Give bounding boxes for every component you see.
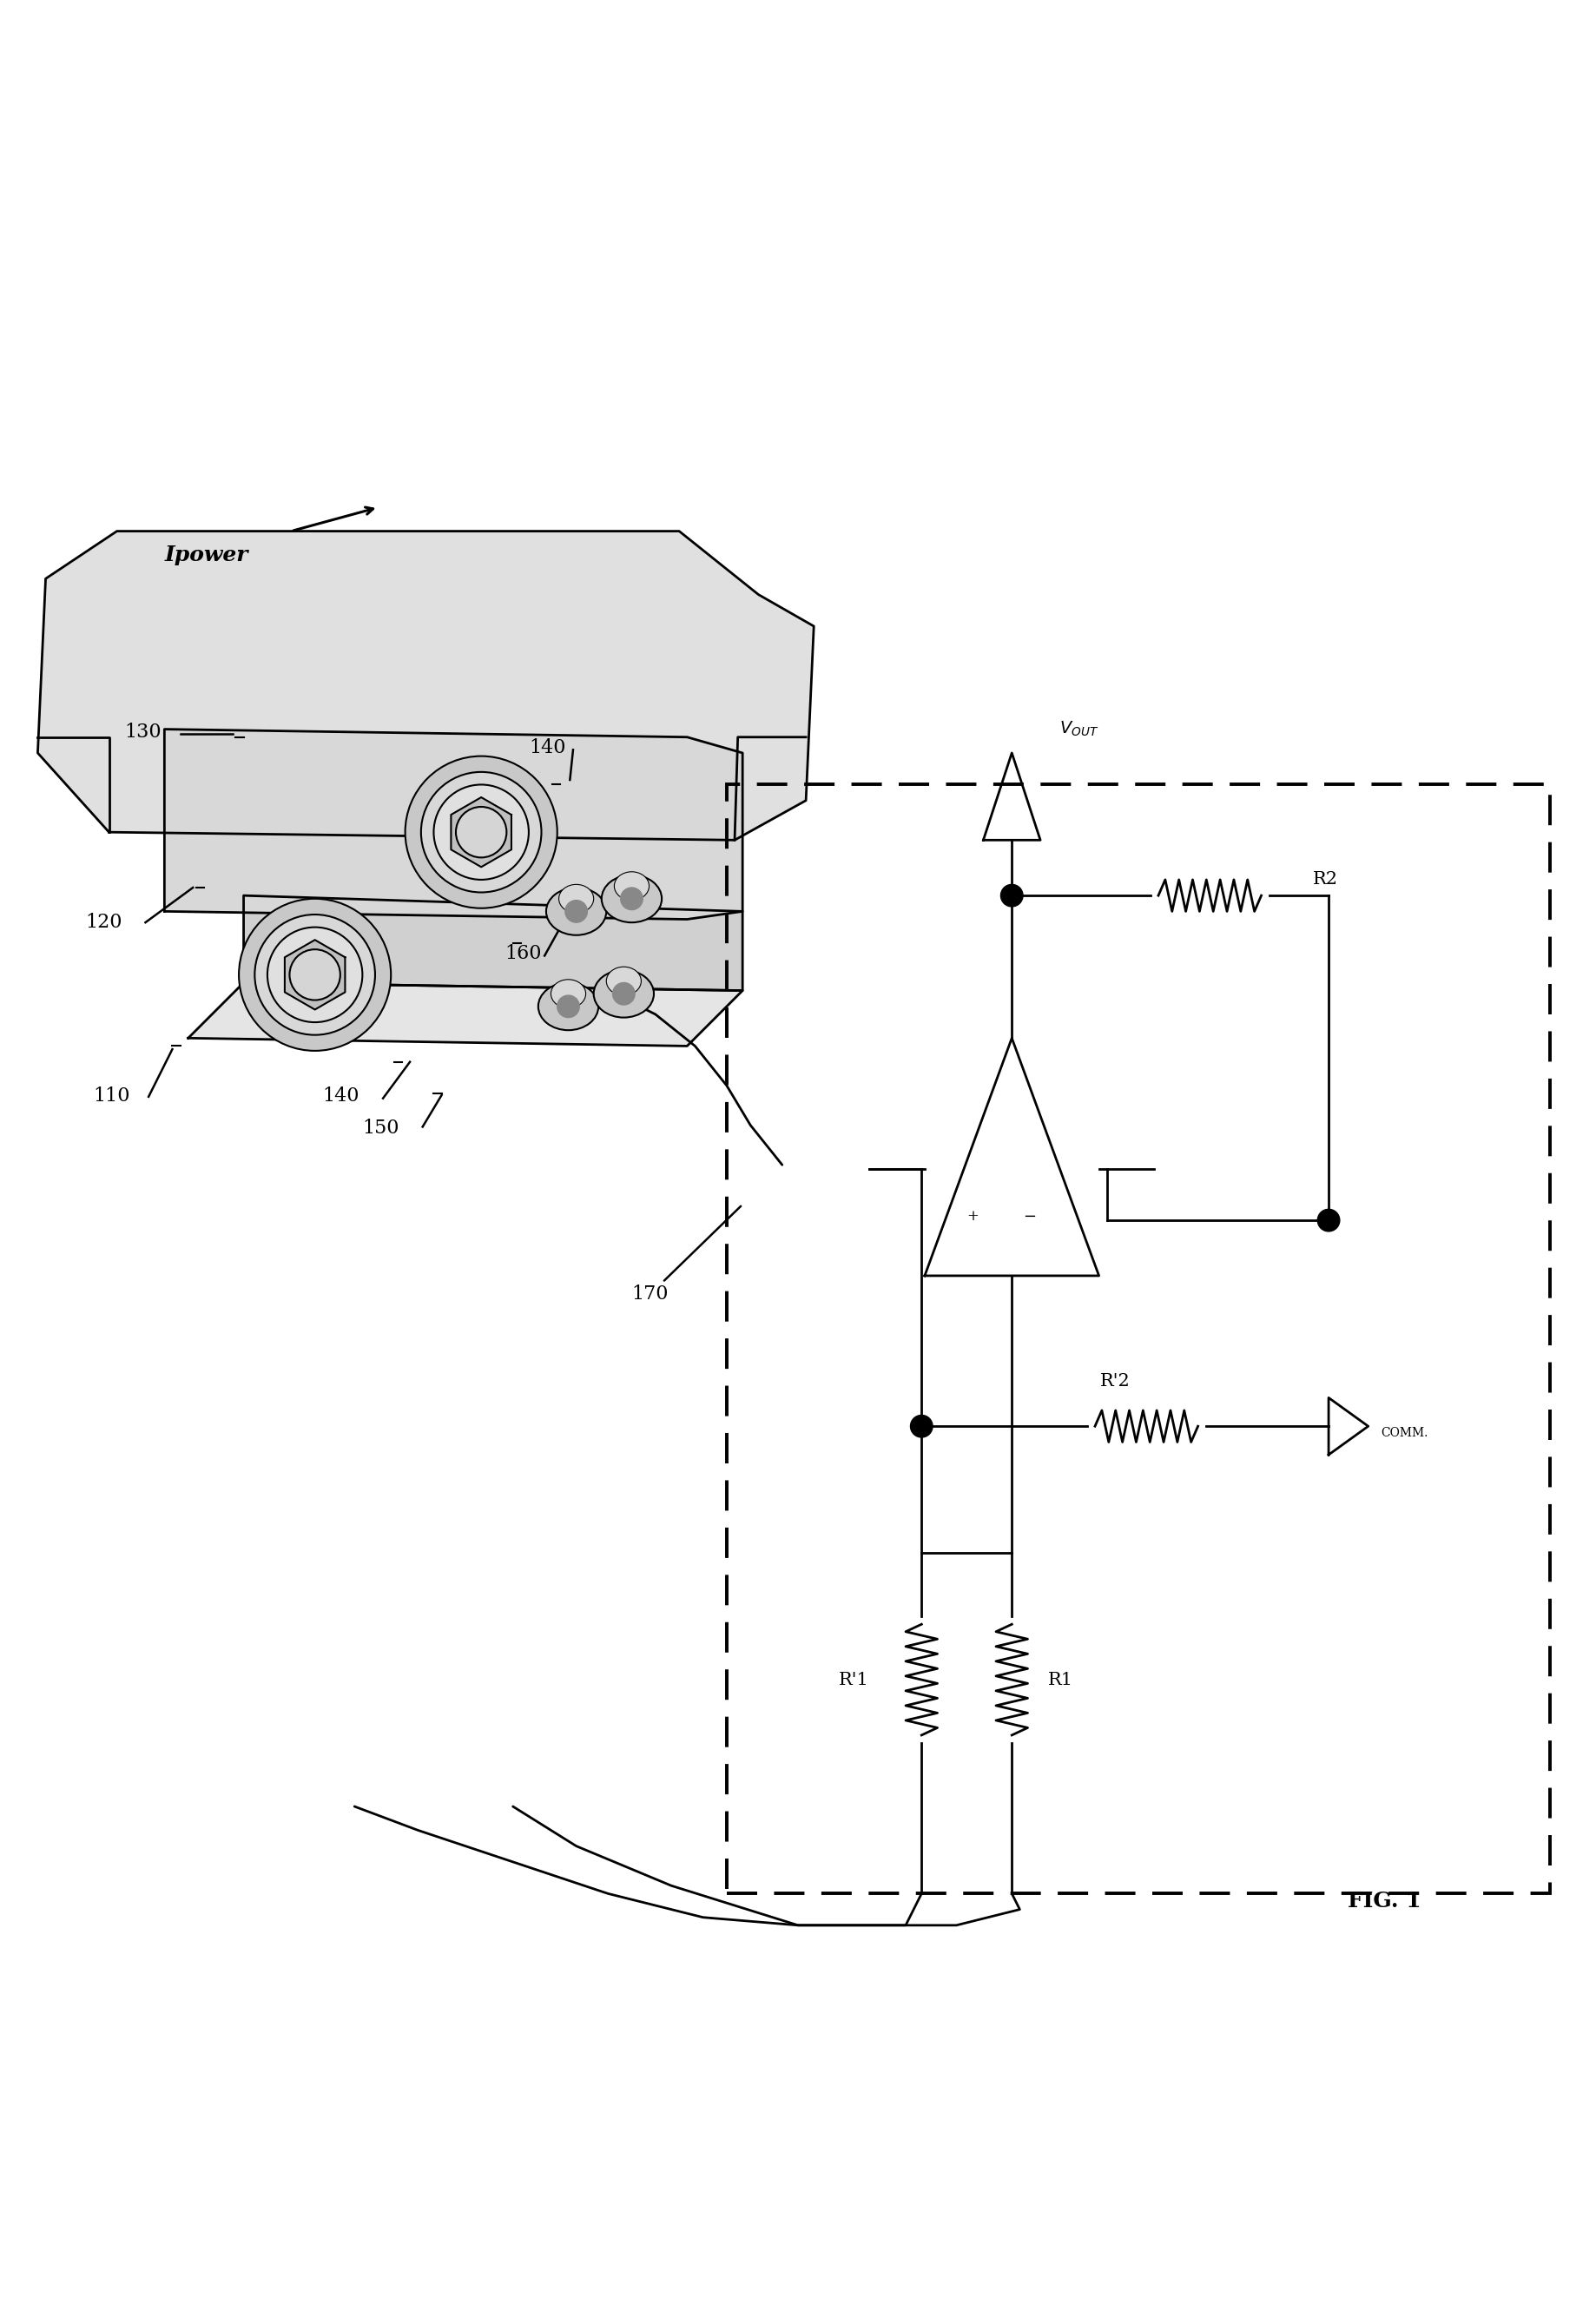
Ellipse shape [614, 871, 650, 901]
Polygon shape [284, 940, 345, 1009]
Polygon shape [164, 728, 742, 919]
Circle shape [1318, 1209, 1339, 1232]
Circle shape [239, 899, 391, 1050]
Circle shape [910, 1416, 932, 1436]
Circle shape [613, 984, 635, 1004]
Circle shape [405, 756, 557, 908]
Text: 140: 140 [528, 738, 565, 758]
Circle shape [289, 949, 340, 1000]
Text: R1: R1 [1049, 1671, 1074, 1689]
Text: R2: R2 [1314, 871, 1337, 887]
Text: COMM.: COMM. [1381, 1427, 1428, 1439]
Circle shape [565, 901, 587, 921]
Text: $V_{OUT}$: $V_{OUT}$ [1060, 719, 1098, 738]
Circle shape [255, 915, 375, 1034]
Text: 140: 140 [322, 1087, 359, 1105]
Circle shape [456, 807, 506, 857]
Text: 170: 170 [632, 1206, 741, 1303]
Text: 160: 160 [504, 944, 543, 963]
Circle shape [1001, 885, 1023, 908]
Polygon shape [244, 896, 742, 990]
Ellipse shape [606, 967, 642, 995]
Text: R'1: R'1 [839, 1671, 870, 1689]
Text: 130: 130 [124, 722, 161, 742]
Polygon shape [38, 531, 814, 841]
Ellipse shape [559, 885, 594, 912]
Ellipse shape [546, 887, 606, 935]
Ellipse shape [538, 984, 598, 1030]
Text: FIG. 1: FIG. 1 [1347, 1891, 1420, 1912]
Text: +: + [967, 1209, 978, 1225]
Text: 150: 150 [362, 1119, 399, 1138]
Ellipse shape [602, 876, 662, 921]
Circle shape [268, 926, 362, 1023]
Text: Ipower: Ipower [164, 545, 247, 565]
Text: −: − [1023, 1209, 1036, 1225]
Circle shape [621, 887, 643, 910]
Circle shape [421, 772, 541, 892]
Circle shape [557, 995, 579, 1018]
Circle shape [434, 784, 528, 880]
Ellipse shape [594, 970, 654, 1018]
Polygon shape [188, 984, 742, 1046]
Polygon shape [452, 797, 511, 866]
Bar [726, 784, 1550, 1894]
Text: 120: 120 [85, 912, 123, 931]
Ellipse shape [551, 979, 586, 1009]
Text: 110: 110 [93, 1087, 129, 1105]
Text: R'2: R'2 [1100, 1374, 1130, 1390]
